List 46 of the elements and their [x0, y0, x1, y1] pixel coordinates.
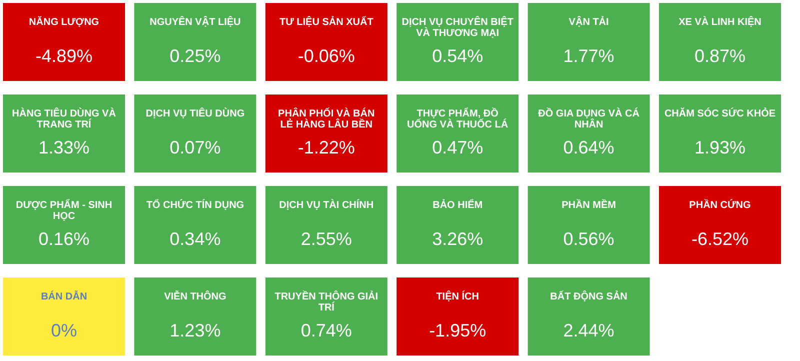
category-label: DỊCH VỤ TIÊU DÙNG — [146, 108, 245, 120]
category-label: THỰC PHẨM, ĐỒ UỐNG VÀ THUỐC LÁ — [407, 108, 508, 130]
data-label: 2.55% — [300, 229, 352, 249]
data-label: 0.54% — [432, 46, 484, 66]
data-label: -0.06% — [298, 46, 355, 66]
data-label: 0.34% — [170, 229, 221, 249]
data-label: 0.56% — [563, 229, 614, 249]
data-label: 1.93% — [694, 138, 746, 158]
data-label: 0.87% — [694, 46, 746, 66]
data-label: -6.52% — [691, 229, 749, 249]
data-label: 0.47% — [432, 138, 484, 158]
data-label: 1.77% — [563, 46, 614, 66]
category-label: TỔ CHỨC TÍN DỤNG — [146, 199, 244, 211]
category-label: CHĂM SÓC SỨC KHỎE — [664, 108, 776, 120]
category-label: PHẦN CỨNG — [689, 199, 752, 211]
data-label: 0.07% — [170, 138, 221, 158]
category-label: BẤT ĐỘNG SẢN — [550, 290, 628, 302]
category-label: VIỄN THÔNG — [164, 290, 227, 302]
category-label: TƯ LIỆU SẢN XUẤT — [279, 16, 374, 28]
data-label: -1.22% — [298, 138, 355, 158]
data-label: 0.74% — [300, 320, 352, 340]
category-label: DỊCH VỤ TÀI CHÍNH — [279, 199, 374, 211]
category-label: PHÂN PHỐI VÀ BÁN LẺ HÀNG LÂU BỀN — [278, 108, 375, 130]
data-label: 3.26% — [432, 229, 484, 249]
category-label: VẬN TẢI — [568, 16, 610, 28]
category-label: HÀNG TIÊU DÙNG VÀ TRANG TRÍ — [12, 108, 116, 130]
category-label: NGUYÊN VẬT LIỆU — [150, 16, 241, 28]
data-label: 0.16% — [38, 229, 90, 249]
data-label: 0.64% — [563, 138, 614, 158]
category-label: XE VÀ LINH KIỆN — [678, 16, 762, 28]
category-label: BẢO HIỂM — [432, 199, 483, 211]
category-label: DỊCH VỤ CHUYÊN BIỆT VÀ THƯƠNG MẠI — [402, 16, 514, 39]
category-label: NĂNG LƯỢNG — [28, 16, 100, 28]
category-label: DƯỢC PHẨM - SINH HỌC — [16, 199, 112, 222]
data-label: 0.25% — [170, 46, 221, 66]
data-label: 1.33% — [38, 138, 90, 158]
data-label: -1.95% — [429, 320, 486, 340]
category-label: TIỆN ÍCH — [436, 290, 479, 302]
category-label: BÁN DẪN — [40, 290, 88, 302]
category-label: PHẦN MỀM — [562, 199, 616, 211]
data-label: 1.23% — [170, 320, 221, 340]
data-label: 0% — [50, 320, 78, 340]
category-label: ĐỒ GIA DỤNG VÀ CÁ NHÂN — [538, 108, 640, 130]
category-label: TRUYỀN THÔNG GIẢI TRÍ — [274, 290, 378, 314]
data-label: -4.89% — [35, 46, 93, 66]
data-label: 2.44% — [563, 320, 614, 340]
